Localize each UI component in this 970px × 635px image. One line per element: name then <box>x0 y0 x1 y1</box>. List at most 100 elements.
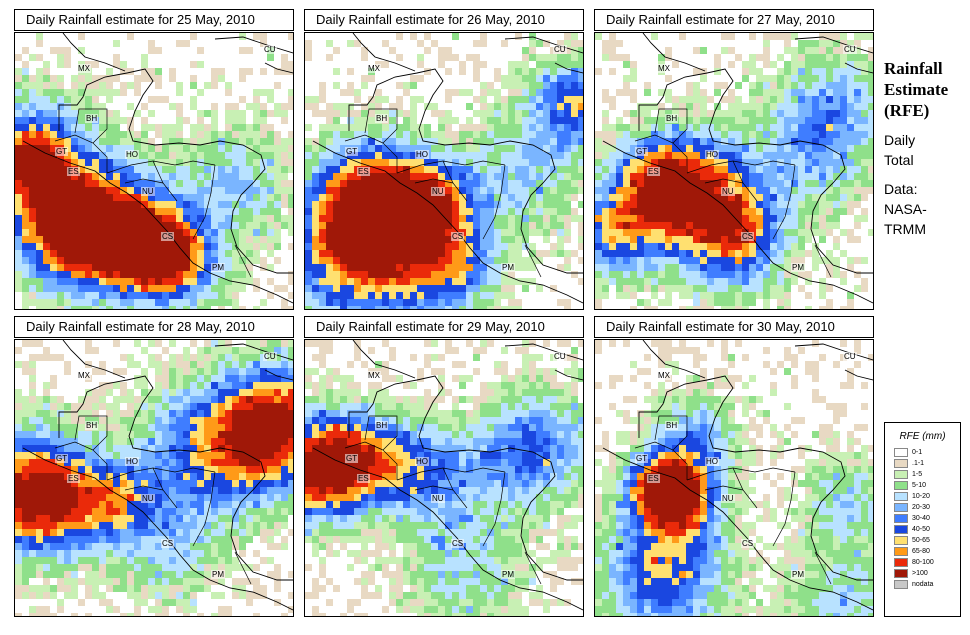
rain-cell <box>22 159 29 166</box>
rain-cell <box>777 243 784 250</box>
rain-cell <box>71 445 78 452</box>
rain-cell <box>176 215 183 222</box>
rain-cell <box>50 354 57 361</box>
rain-cell <box>340 271 347 278</box>
rain-cell <box>742 264 749 271</box>
rain-cell <box>326 145 333 152</box>
rain-cell <box>707 257 714 264</box>
rain-cell <box>127 396 134 403</box>
rain-cell <box>784 257 791 264</box>
rain-cell <box>805 271 812 278</box>
rain-cell <box>50 117 57 124</box>
rain-cell <box>686 152 693 159</box>
rain-cell <box>501 285 508 292</box>
rain-cell <box>333 145 340 152</box>
rain-cell <box>550 215 557 222</box>
rain-cell <box>162 501 169 508</box>
rain-cell <box>424 47 431 54</box>
rain-cell <box>571 124 578 131</box>
rain-cell <box>375 89 382 96</box>
rain-cell <box>22 117 29 124</box>
rain-cell <box>225 264 232 271</box>
rain-cell <box>557 96 564 103</box>
rain-cell <box>155 389 162 396</box>
rain-cell <box>707 187 714 194</box>
rain-cell <box>812 68 819 75</box>
rain-cell <box>354 257 361 264</box>
rain-cell <box>595 166 602 173</box>
rain-cell <box>169 494 176 501</box>
rain-cell <box>609 187 616 194</box>
rain-cell <box>106 278 113 285</box>
rain-cell <box>735 229 742 236</box>
rain-cell <box>623 159 630 166</box>
rain-cell <box>756 138 763 145</box>
rain-cell <box>155 508 162 515</box>
rain-cell <box>71 529 78 536</box>
rain-cell <box>36 131 43 138</box>
rain-cell <box>253 494 260 501</box>
rain-cell <box>770 208 777 215</box>
rain-cell <box>686 117 693 124</box>
rain-cell <box>169 480 176 487</box>
rain-cell <box>487 250 494 257</box>
rain-cell <box>43 250 50 257</box>
rain-cell <box>424 180 431 187</box>
rain-cell <box>190 61 197 68</box>
rain-cell <box>176 501 183 508</box>
rain-cell <box>459 201 466 208</box>
rain-cell <box>99 522 106 529</box>
rain-cell <box>64 368 71 375</box>
rain-cell <box>707 292 714 299</box>
rain-cell <box>134 243 141 250</box>
rain-cell <box>305 96 312 103</box>
rain-cell <box>183 424 190 431</box>
rain-cell <box>22 494 29 501</box>
rain-cell <box>564 201 571 208</box>
rain-cell <box>99 180 106 187</box>
rain-cell <box>354 117 361 124</box>
rain-cell <box>693 285 700 292</box>
region-label-pm: PM <box>791 263 805 272</box>
rain-cell <box>246 278 253 285</box>
rain-cell <box>43 264 50 271</box>
rain-cell <box>543 82 550 89</box>
rain-cell <box>246 480 253 487</box>
rain-cell <box>473 54 480 61</box>
rain-cell <box>679 110 686 117</box>
rain-cell <box>155 403 162 410</box>
rain-cell <box>665 166 672 173</box>
rain-cell <box>211 522 218 529</box>
rain-cell <box>459 166 466 173</box>
rain-cell <box>742 285 749 292</box>
rain-cell <box>480 236 487 243</box>
rain-cell <box>665 285 672 292</box>
rain-cell <box>501 124 508 131</box>
rain-cell <box>665 96 672 103</box>
rain-cell <box>833 236 840 243</box>
rain-cell <box>253 417 260 424</box>
rain-cell <box>686 166 693 173</box>
rain-cell <box>578 215 583 222</box>
rain-cell <box>609 173 616 180</box>
rain-cell <box>267 54 274 61</box>
rain-cell <box>805 173 812 180</box>
rain-cell <box>515 159 522 166</box>
rain-cell <box>389 285 396 292</box>
rain-cell <box>183 494 190 501</box>
rain-cell <box>204 299 211 306</box>
rain-cell <box>246 438 253 445</box>
rain-cell <box>57 61 64 68</box>
rain-cell <box>630 194 637 201</box>
rain-cell <box>571 61 578 68</box>
rain-cell <box>64 215 71 222</box>
rain-cell <box>571 138 578 145</box>
rain-cell <box>438 271 445 278</box>
rain-cell <box>225 299 232 306</box>
rain-cell <box>756 201 763 208</box>
rain-cell <box>812 103 819 110</box>
rain-cell <box>120 529 127 536</box>
rain-cell <box>756 68 763 75</box>
rain-cell <box>459 250 466 257</box>
rain-cell <box>92 159 99 166</box>
